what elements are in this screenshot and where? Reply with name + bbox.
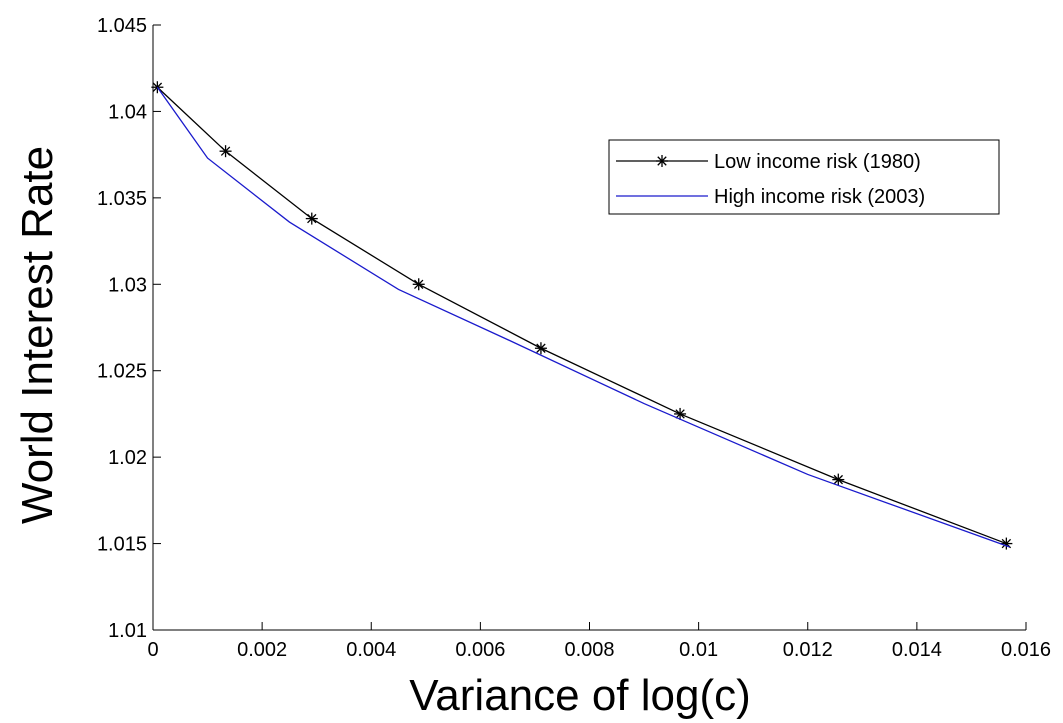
series-line-1 <box>156 86 1010 548</box>
y-axis-label: World Interest Rate <box>13 146 62 524</box>
data-point-marker <box>412 278 425 291</box>
x-tick-label: 0.012 <box>783 639 833 661</box>
y-tick-label: 1.01 <box>108 620 147 642</box>
x-tick-label: 0.01 <box>679 639 718 661</box>
legend-label-high-risk: High income risk (2003) <box>714 186 925 208</box>
plot-area <box>152 25 1026 631</box>
x-tick-label: 0.006 <box>455 639 505 661</box>
x-tick-label: 0.014 <box>892 639 942 661</box>
y-tick-label: 1.02 <box>108 447 147 469</box>
data-point-marker <box>832 473 845 486</box>
y-tick-label: 1.03 <box>108 274 147 296</box>
data-point-marker <box>674 407 687 420</box>
x-tick-label: 0.002 <box>237 639 287 661</box>
series-line-0 <box>156 86 1007 545</box>
legend-box <box>608 139 1000 215</box>
x-tick-label: 0 <box>147 639 158 661</box>
legend-asterisk-icon <box>656 155 668 167</box>
series-layer <box>151 81 1013 550</box>
x-tick-label: 0.016 <box>1001 639 1051 661</box>
legend-label-low-risk: Low income risk (1980) <box>714 151 921 173</box>
legend-marker-low-risk <box>656 155 668 167</box>
x-tick-label: 0.004 <box>346 639 396 661</box>
y-tick-label: 1.035 <box>97 188 147 210</box>
y-axis: 1.01 1.015 1.02 1.025 1.03 1.035 1.04 1.045 <box>97 15 161 642</box>
data-point-marker <box>219 145 232 158</box>
y-tick-label: 1.025 <box>97 361 147 383</box>
x-axis-label: Variance of log(c) <box>409 671 751 720</box>
y-tick-label: 1.045 <box>97 15 147 37</box>
data-point-marker <box>305 212 318 225</box>
data-point-marker <box>534 342 547 355</box>
y-tick-label: 1.015 <box>97 534 147 556</box>
y-tick-label: 1.04 <box>108 101 147 123</box>
data-point-marker <box>1000 537 1013 550</box>
legend: Low income risk (1980) High income risk … <box>608 139 1000 215</box>
x-tick-label: 0.008 <box>564 639 614 661</box>
x-axis: 0 0.002 0.004 0.006 0.008 0.01 0.012 0.014 0.016 <box>147 622 1051 661</box>
